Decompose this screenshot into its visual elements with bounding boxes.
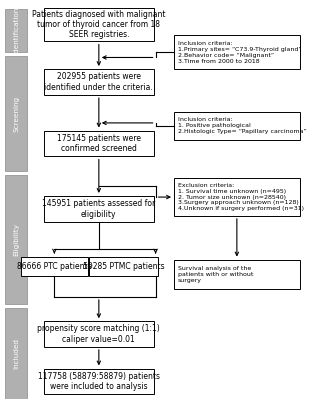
Bar (5, 9, 27, 52)
Bar (5, 175, 27, 304)
Bar (174, 112, 300, 140)
Text: Screening: Screening (13, 96, 19, 132)
Text: Survival analysis of the
patients with or without
surgery: Survival analysis of the patients with o… (178, 266, 253, 283)
Bar (44, 8, 154, 42)
Text: 202955 patients were
identified under the criteria.: 202955 patients were identified under th… (44, 72, 153, 92)
Text: Patients diagnosed with malignant
tumor of thyroid cancer from 18
SEER registrie: Patients diagnosed with malignant tumor … (32, 10, 165, 40)
Bar (21, 256, 88, 276)
Text: Included: Included (13, 338, 19, 369)
Bar (44, 196, 154, 222)
Bar (174, 260, 300, 289)
Bar (5, 308, 27, 399)
Text: 145951 patients assessed for
eligibility: 145951 patients assessed for eligibility (42, 199, 156, 219)
Text: Exclusion criteria:
1. Survival time unknown (n=495)
2. Tumor size unknown (n=28: Exclusion criteria: 1. Survival time unk… (178, 183, 304, 211)
Bar (44, 321, 154, 347)
Text: propensity score matching (1:1)
caliper value=0.01: propensity score matching (1:1) caliper … (38, 324, 160, 344)
Bar (44, 131, 154, 156)
Text: 86666 PTC patients: 86666 PTC patients (17, 262, 92, 271)
Text: 117758 (58879:58879) patients
were included to analysis: 117758 (58879:58879) patients were inclu… (38, 372, 160, 391)
Text: Inclusion criteria:
1.Primary sites= “C73.9-Thyroid gland”
2.Behavior code= “Mal: Inclusion criteria: 1.Primary sites= “C7… (178, 41, 301, 64)
Bar (174, 178, 300, 216)
Text: 59285 PTMC patients: 59285 PTMC patients (83, 262, 164, 271)
Bar (5, 56, 27, 171)
Text: 175145 patients were
confirmed screened: 175145 patients were confirmed screened (57, 134, 141, 153)
Text: Eligibility: Eligibility (13, 223, 19, 256)
Bar (44, 368, 154, 394)
Bar (44, 69, 154, 95)
Bar (89, 256, 158, 276)
Bar (174, 36, 300, 69)
Text: Inclusion criteria:
1. Positive pathological
2.Histologic Type= “Papillary carci: Inclusion criteria: 1. Positive patholog… (178, 117, 306, 134)
Text: Identification: Identification (13, 7, 19, 54)
